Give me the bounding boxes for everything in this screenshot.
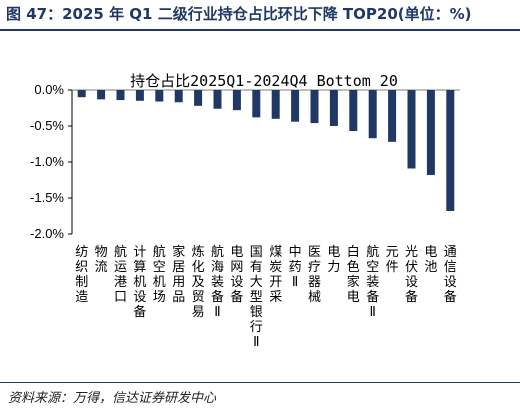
chart-title: 持仓占比2025Q1-2024Q4 Bottom 20 — [130, 72, 398, 90]
bar-chart: 持仓占比2025Q1-2024Q4 Bottom 20 0.0% -0.5% -1.… — [30, 72, 460, 350]
figure-header: 图 47：2025 年 Q1 二级行业持仓占比环比下降 TOP20(单位：%) — [0, 0, 520, 26]
category-label: 医疗器械 — [308, 245, 321, 305]
bar — [291, 90, 300, 122]
bar — [194, 90, 203, 106]
bar — [213, 90, 222, 109]
bottom-rule — [0, 382, 520, 383]
category-label: 电力 — [327, 245, 340, 275]
category-label: 国有大型银行 Ⅱ — [250, 245, 263, 350]
bars — [77, 90, 455, 211]
category-label: 纺织制造 — [75, 245, 88, 305]
bar — [349, 90, 358, 132]
figure-title: 图 47：2025 年 Q1 二级行业持仓占比环比下降 TOP20(单位：%) — [6, 5, 472, 23]
category-label: 家居用品 — [172, 244, 185, 305]
bar — [135, 90, 144, 101]
bar — [252, 90, 261, 118]
category-label: 煤炭开采 — [269, 245, 282, 305]
category-label: 通信设备 — [444, 245, 457, 305]
category-label: 计算机设备 — [133, 245, 146, 320]
bar — [116, 90, 125, 101]
bar — [77, 90, 86, 98]
bar — [232, 90, 241, 111]
category-label: 光伏设备 — [405, 245, 418, 305]
bar — [174, 90, 183, 103]
category-label: 航空装备 Ⅱ — [366, 244, 379, 320]
bar — [310, 90, 319, 124]
y-axis: 0.0% -0.5% -1.0% -1.5% -2.0% — [30, 82, 460, 241]
bar — [426, 90, 435, 175]
category-label: 中药 Ⅱ — [289, 245, 302, 290]
bar — [271, 90, 280, 119]
bar — [407, 90, 416, 169]
source-note: 资料来源：万得，信达证券研发中心 — [8, 391, 217, 406]
category-label: 航运港口 — [114, 244, 127, 305]
y-tick-label: -1.0% — [30, 154, 64, 169]
category-label: 物流 — [95, 245, 108, 275]
category-label: 航空机场 — [153, 244, 166, 305]
category-label: 电网设备 — [230, 245, 243, 305]
bar — [446, 90, 455, 211]
bar — [329, 90, 338, 126]
y-tick-label: 0.0% — [34, 82, 64, 97]
category-label: 元件 — [386, 245, 399, 275]
bar — [97, 90, 106, 100]
y-tick-label: -2.0% — [30, 226, 64, 241]
bar — [368, 90, 377, 139]
y-tick-label: -1.5% — [30, 190, 64, 205]
y-tick-label: -0.5% — [30, 118, 64, 133]
category-label: 白色家电 — [347, 244, 360, 305]
category-label: 航海装备 Ⅱ — [211, 244, 224, 320]
category-label: 炼化及贸易 — [192, 245, 205, 320]
category-label: 电池 — [424, 245, 437, 275]
bar — [388, 90, 397, 142]
top-rule — [0, 29, 520, 31]
bar — [155, 90, 164, 102]
